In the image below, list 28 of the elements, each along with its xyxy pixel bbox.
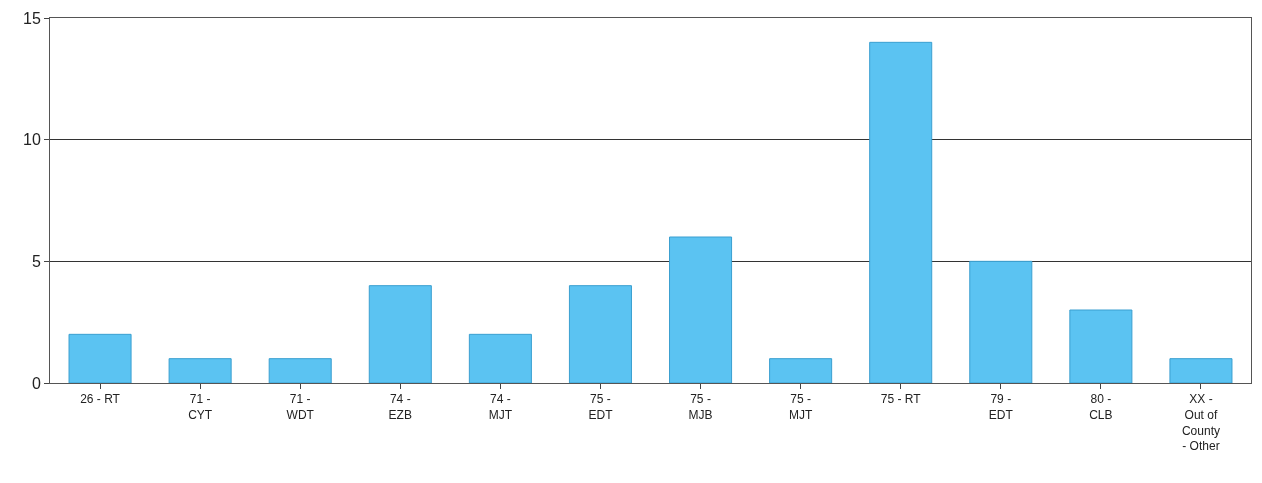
bar xyxy=(268,358,332,383)
x-tick-label: 79 - EDT xyxy=(988,392,1014,422)
x-tick-label: 71 - WDT xyxy=(286,392,315,422)
x-tick-label: 74 - EZB xyxy=(388,392,412,422)
bar xyxy=(68,333,132,383)
bar xyxy=(969,260,1033,383)
bar xyxy=(368,285,432,383)
x-tick-label: 26 - RT xyxy=(80,392,121,407)
x-tick-label: 71 - CYT xyxy=(188,392,213,422)
bar xyxy=(669,236,733,383)
bar xyxy=(1169,358,1233,383)
bar xyxy=(769,358,833,383)
y-tick-label: 5 xyxy=(31,252,41,270)
x-tick-label: 75 - MJB xyxy=(688,392,713,422)
bar xyxy=(1069,309,1133,383)
y-tick-label: 0 xyxy=(31,374,41,392)
bar xyxy=(168,358,232,383)
bar xyxy=(468,333,532,383)
x-tick-label: 75 - MJT xyxy=(788,392,813,422)
bar xyxy=(568,285,632,383)
x-tick-label: 74 - MJT xyxy=(488,392,513,422)
x-tick-label: 75 - EDT xyxy=(588,392,614,422)
bar xyxy=(869,41,933,383)
x-tick-label: 80 - CLB xyxy=(1089,392,1113,422)
x-tick-label: 75 - RT xyxy=(880,392,922,407)
y-tick-label: 15 xyxy=(23,9,41,27)
x-tick-label: XX - Out of County - Other xyxy=(1181,392,1220,454)
y-tick-label: 10 xyxy=(23,131,41,149)
